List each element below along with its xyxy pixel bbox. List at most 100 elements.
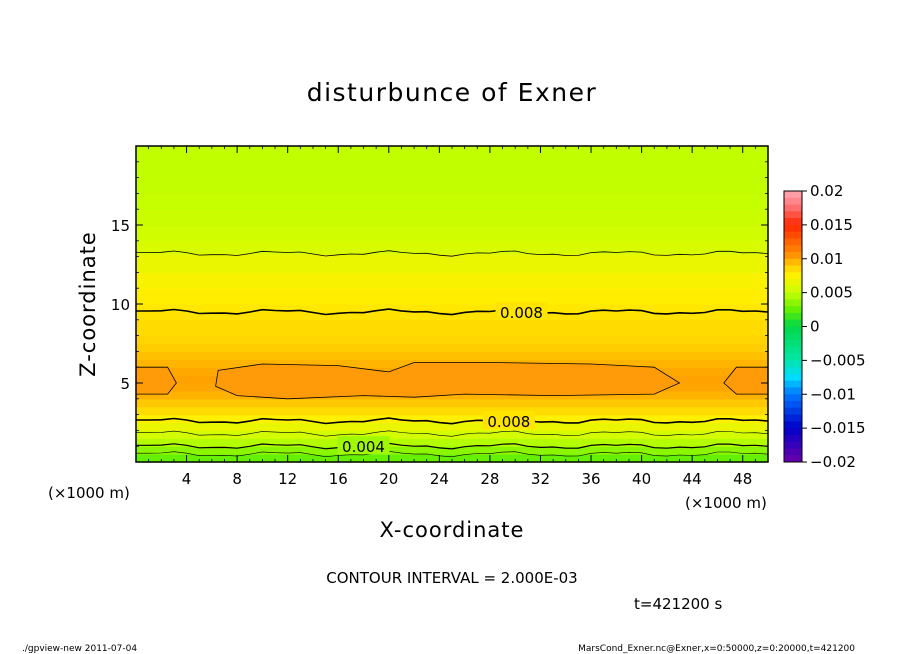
contour-band: [136, 446, 768, 455]
colorbar-labels: 0.02 0.015 0.01 0.005 0 −0.005 −0.01 −0.015 −0.0…: [802, 182, 866, 471]
colorbar-segment: [784, 448, 802, 456]
contour-band: [136, 414, 768, 424]
colorbar-segment: [784, 387, 802, 395]
footer-left-text: ./gpview-new 2011-07-04: [22, 644, 137, 654]
colorbar-segment: [784, 292, 802, 300]
contour-band: [136, 161, 768, 179]
footer-right-text: MarsCond_Exner.nc@Exner,x=0:50000,z=0:20…: [578, 644, 855, 654]
contour-band: [136, 335, 768, 345]
x-tick-label: 28: [480, 470, 499, 488]
colorbar-segment: [784, 258, 802, 267]
contour-label-bg: [337, 436, 390, 455]
colorbar-segment: [784, 434, 802, 443]
colorbar-label: −0.01: [810, 385, 856, 403]
colorbar-label: 0.015: [810, 216, 853, 234]
x-tick-label: 40: [632, 470, 651, 488]
contour-band: [136, 209, 768, 226]
contour-label: 0.004: [342, 438, 385, 456]
colorbar-segment: [784, 279, 802, 287]
colorbar-segment: [784, 367, 802, 375]
y-tick-label: 5: [120, 375, 130, 393]
contour-band: [136, 146, 768, 163]
colorbar-segment: [784, 373, 802, 382]
colorbar-segment: [784, 312, 802, 321]
colorbar-segment: [784, 204, 802, 212]
contour-band: [136, 311, 768, 321]
colorbar-segment: [784, 231, 802, 239]
colorbar-segment: [784, 428, 802, 436]
chart-title: disturbunce of Exner: [307, 78, 598, 107]
colorbar-label: 0.005: [810, 284, 853, 302]
contour-band: [136, 225, 768, 242]
y-tick-label: 10: [111, 296, 130, 314]
contour-line: [136, 417, 769, 425]
x-tick-label: 48: [733, 470, 752, 488]
contour-band: [136, 272, 768, 289]
colorbar-segment: [784, 394, 802, 402]
colorbar-label: 0: [810, 318, 820, 336]
x-tick-label: 8: [232, 470, 242, 488]
contour-line: [136, 250, 769, 257]
colorbar-label: 0.01: [810, 250, 843, 268]
x-unit-left: (×1000 m): [48, 484, 130, 502]
contour-fill-bands: [136, 146, 768, 463]
contour-band: [136, 343, 768, 352]
contour-band: [136, 351, 768, 360]
colorbar-segment: [784, 353, 802, 361]
x-tick-label: 20: [379, 470, 398, 488]
contour-interval-text: CONTOUR INTERVAL = 2.000E-03: [326, 569, 577, 587]
colorbar-segment: [784, 191, 802, 199]
colorbar-segment: [784, 407, 802, 416]
colorbar-segment: [784, 224, 802, 233]
contour-line: [136, 430, 769, 437]
colorbar-segment: [784, 441, 802, 449]
x-tick-label: 32: [531, 470, 550, 488]
high-value-regions: [135, 362, 769, 400]
colorbar-label: −0.005: [810, 351, 866, 369]
y-axis-ticks: 5 10 15: [111, 161, 768, 447]
colorbar-segment: [784, 380, 802, 388]
colorbar: [784, 191, 802, 463]
contour-band: [136, 398, 768, 408]
colorbar-segment: [784, 197, 802, 206]
colorbar-segment: [784, 245, 802, 253]
colorbar-segment: [784, 265, 802, 273]
contour-band: [136, 406, 768, 416]
colorbar-segment: [784, 299, 802, 307]
contour-band: [136, 253, 768, 273]
colorbar-segment: [784, 340, 802, 348]
colorbar-label: −0.015: [810, 419, 866, 437]
colorbar-segment: [784, 285, 802, 294]
contour-labels: 0.008 0.008 0.004: [337, 301, 548, 456]
contour-band: [136, 319, 768, 337]
contour-line: [136, 442, 769, 450]
x-tick-label: 12: [278, 470, 297, 488]
contour-band: [136, 438, 768, 447]
contour-lines: [136, 250, 769, 458]
colorbar-segment: [784, 455, 802, 463]
colorbar-segment: [784, 421, 802, 429]
colorbar-label: 0.02: [810, 182, 843, 200]
colorbar-segment: [784, 238, 802, 246]
contour-band: [136, 422, 768, 431]
contour-line: [136, 308, 769, 316]
x-tick-label: 24: [430, 470, 449, 488]
x-unit-right: (×1000 m): [685, 494, 767, 512]
contour-label: 0.008: [500, 304, 543, 322]
colorbar-segment: [784, 251, 802, 260]
contour-band: [136, 240, 768, 255]
colorbar-segment: [784, 414, 802, 422]
contour-band: [136, 288, 768, 305]
y-axis-label: Z-coordinate: [76, 231, 100, 377]
x-axis-ticks: 4 8 12 16 20 24 28 32 36 40 44 48: [148, 146, 756, 488]
colorbar-segment: [784, 218, 802, 226]
colorbar-segment: [784, 326, 802, 334]
colorbar-segment: [784, 306, 802, 314]
high-value-region: [723, 366, 769, 395]
contour-label: 0.008: [487, 413, 530, 431]
x-tick-label: 16: [329, 470, 348, 488]
contour-label-bg: [482, 410, 535, 429]
colorbar-segment: [784, 346, 802, 355]
high-value-region: [215, 362, 681, 400]
